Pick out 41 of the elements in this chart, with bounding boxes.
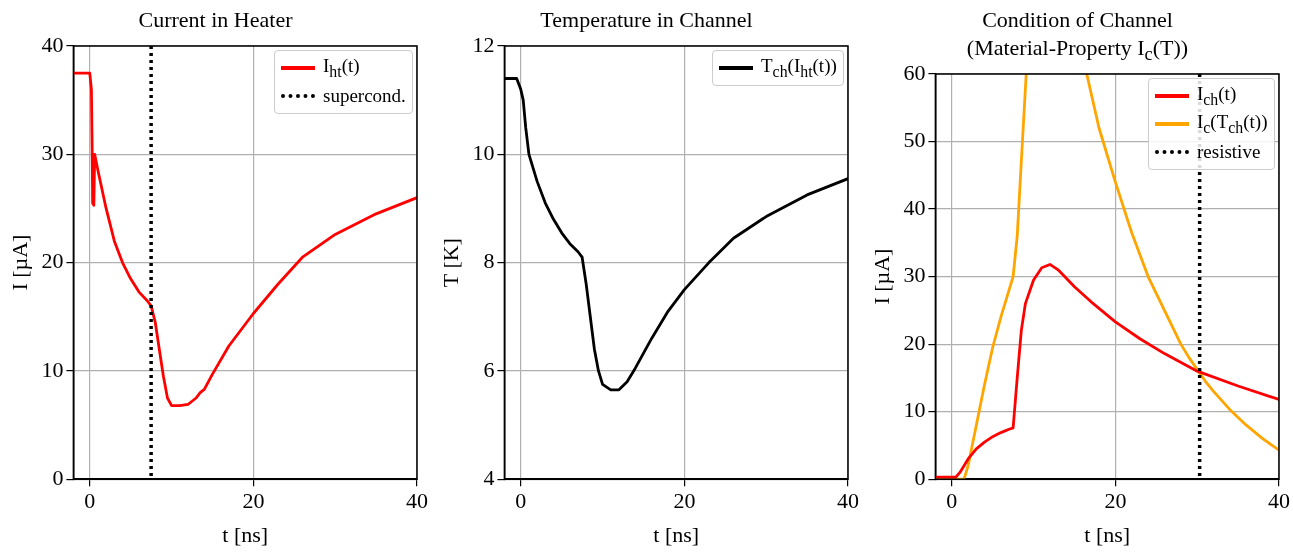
y-tick-label: 0 <box>914 464 926 490</box>
legend-label: T$_{ch}$(I$_{ht}$(t)) <box>761 55 837 81</box>
chart-title: Condition of Channel (Material-Property I$_{c}$(T)) <box>966 7 1189 65</box>
y-tick-label: 10 <box>472 140 495 166</box>
legend-label: I$_{c}$(T$_{ch}$(t)) <box>1197 111 1268 137</box>
x-tick-label: 20 <box>673 488 696 514</box>
y-tick-label: 12 <box>472 31 495 57</box>
y-tick-label: 40 <box>41 31 64 57</box>
x-tick-label: 0 <box>515 488 527 514</box>
y-tick-label: 4 <box>483 464 495 490</box>
y-tick-label: 20 <box>41 248 64 274</box>
x-tick-label: 20 <box>242 488 265 514</box>
y-tick-label: 10 <box>903 397 926 423</box>
y-axis-title: T [K] <box>437 238 463 288</box>
y-tick-label: 40 <box>903 194 926 220</box>
x-axis-title: t [ns] <box>653 521 700 547</box>
y-tick-label: 0 <box>52 464 64 490</box>
y-axis-title: I [µA] <box>6 234 32 291</box>
y-tick-label: 10 <box>41 356 64 382</box>
legend-label: I$_{ht}$(t) <box>323 55 360 81</box>
chart-title: Temperature in Channel <box>540 7 753 32</box>
y-tick-label: 50 <box>903 127 926 153</box>
chart-title: Current in Heater <box>138 7 293 32</box>
y-tick-label: 30 <box>41 140 64 166</box>
ref-line-label: supercond. <box>323 85 406 107</box>
y-axis-title: I [µA] <box>868 248 894 305</box>
y-tick-label: 60 <box>903 59 926 85</box>
x-tick-label: 40 <box>406 488 428 514</box>
x-tick-label: 20 <box>1104 488 1127 514</box>
x-tick-label: 40 <box>837 488 859 514</box>
x-tick-label: 40 <box>1268 488 1290 514</box>
x-tick-label: 0 <box>84 488 96 514</box>
y-tick-label: 8 <box>483 248 495 274</box>
y-tick-label: 6 <box>483 356 495 382</box>
x-axis-title: t [ns] <box>1084 521 1131 547</box>
x-axis-title: t [ns] <box>222 521 269 547</box>
x-tick-label: 0 <box>946 488 958 514</box>
y-tick-label: 30 <box>903 262 926 288</box>
y-tick-label: 20 <box>903 329 926 355</box>
ref-line-label: resistive <box>1197 141 1261 163</box>
legend-label: I$_{ch}$(t) <box>1197 83 1237 109</box>
